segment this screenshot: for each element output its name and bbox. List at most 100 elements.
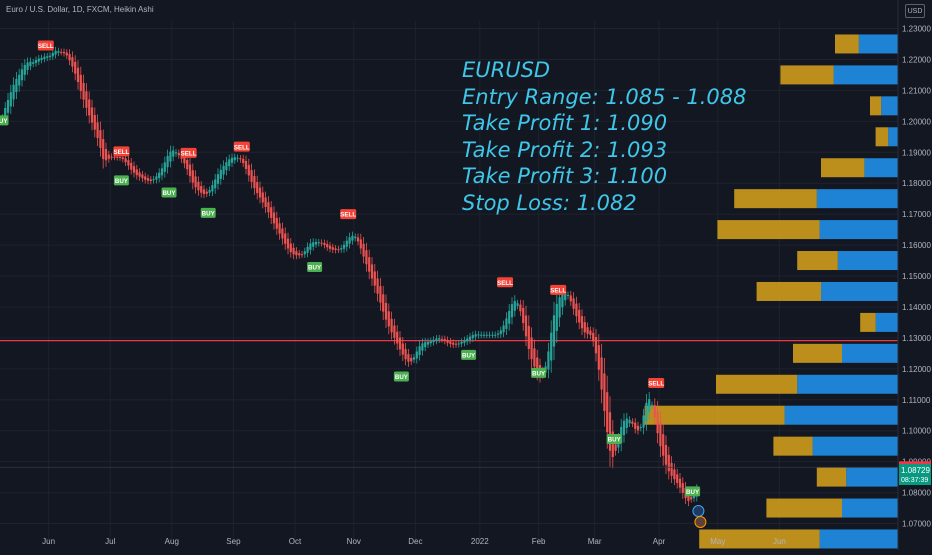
candle-body — [186, 159, 189, 170]
candle-body — [334, 248, 337, 251]
candle-body — [359, 239, 362, 249]
candle-body — [317, 242, 320, 244]
candle-body — [398, 337, 402, 350]
candle-body — [468, 336, 472, 340]
trade-annotation: EURUSD Entry Range: 1.085 - 1.088 Take P… — [462, 57, 746, 216]
candle-body — [690, 496, 693, 500]
candle-body — [57, 51, 60, 53]
candle-body — [281, 228, 284, 239]
signal-badge — [606, 434, 622, 445]
candle-body — [292, 247, 295, 255]
price-tick-label: 1.18000 — [902, 179, 931, 188]
volume-profile-up — [784, 405, 898, 425]
signal-label: SELL — [38, 43, 54, 50]
volume-profile-down — [821, 158, 865, 178]
candle-body — [687, 493, 690, 501]
candle-body — [152, 179, 155, 181]
candle-body — [135, 169, 138, 176]
candle-body — [93, 115, 96, 130]
volume-profile-down — [644, 405, 785, 425]
time-tick-label: Sep — [226, 537, 241, 546]
candle-body — [342, 244, 346, 249]
candle-body — [82, 82, 85, 100]
candle-body — [6, 99, 10, 113]
candle-body — [454, 343, 458, 345]
price-tick-label: 1.14000 — [902, 303, 931, 312]
candle-body — [429, 340, 432, 344]
price-tick-label: 1.11000 — [902, 396, 931, 405]
signal-label: SELL — [113, 149, 129, 156]
signal-label: BUY — [202, 210, 216, 217]
candle-body — [667, 454, 670, 472]
price-tick-label: 1.15000 — [902, 272, 931, 281]
candle-body — [485, 334, 488, 336]
signal-badge — [531, 367, 547, 378]
candle-body — [174, 152, 178, 154]
candle-body — [424, 342, 427, 348]
candle-body — [79, 74, 82, 91]
candle-body — [580, 316, 584, 329]
volume-profile-down — [766, 498, 842, 518]
candle-body — [253, 176, 256, 189]
candle-body — [533, 348, 536, 367]
candle-body — [597, 345, 600, 370]
candle-body — [104, 149, 108, 161]
candle-body — [401, 343, 404, 355]
annotation-stop-loss: Stop Loss: 1.082 — [462, 190, 637, 215]
candle-body — [566, 294, 570, 296]
time-tick-label: Nov — [347, 537, 361, 546]
candle-body — [460, 341, 463, 344]
signal-label: SELL — [340, 212, 356, 219]
candle-body — [110, 156, 113, 158]
candle-body — [278, 223, 281, 234]
candle-body — [40, 57, 43, 61]
candle-body — [390, 318, 393, 333]
candle-body — [527, 325, 530, 350]
price-tick-label: 1.10000 — [902, 427, 931, 436]
candle-body — [26, 62, 29, 70]
volume-profile-up — [819, 529, 898, 549]
candle-body — [583, 322, 586, 333]
candle-body — [634, 422, 637, 429]
candle-body — [407, 354, 410, 362]
candle-body — [365, 250, 368, 265]
candle-body — [20, 69, 24, 81]
candle-body — [258, 187, 262, 198]
volume-profile-down — [717, 220, 820, 240]
signal-badge — [307, 262, 323, 273]
currency-selector[interactable]: USD — [905, 4, 925, 18]
price-tick-label: 1.21000 — [902, 86, 931, 95]
candle-body — [415, 351, 418, 359]
candle-body — [4, 108, 7, 118]
candle-body — [569, 295, 572, 302]
candle-body — [449, 341, 452, 345]
sell-signal: SELL — [550, 284, 566, 295]
price-tick-label: 1.19000 — [902, 148, 931, 157]
candle-body — [656, 411, 659, 434]
buy-signal: BUY — [113, 175, 129, 186]
candle-body — [141, 174, 144, 179]
sell-signal: SELL — [340, 209, 356, 220]
time-tick-label: Jun — [42, 537, 55, 546]
candle-body — [356, 237, 360, 242]
signal-label: BUY — [395, 374, 409, 381]
candle-body — [499, 330, 502, 335]
buy-signal: BUY — [461, 349, 477, 360]
candle-body — [158, 172, 161, 179]
candle-body — [524, 315, 528, 337]
candle-body — [337, 249, 340, 251]
candle-body — [222, 165, 225, 175]
candle-body — [121, 157, 124, 160]
candle-body — [354, 236, 357, 239]
candle-body — [51, 52, 54, 57]
volume-profile-down — [816, 467, 847, 487]
time-tick-label: Mar — [588, 537, 602, 546]
candle-body — [550, 332, 553, 361]
buy-signal: BUY — [393, 371, 409, 382]
volume-profile-down — [870, 96, 882, 116]
candle-body — [611, 431, 614, 457]
candle-body — [412, 357, 416, 360]
